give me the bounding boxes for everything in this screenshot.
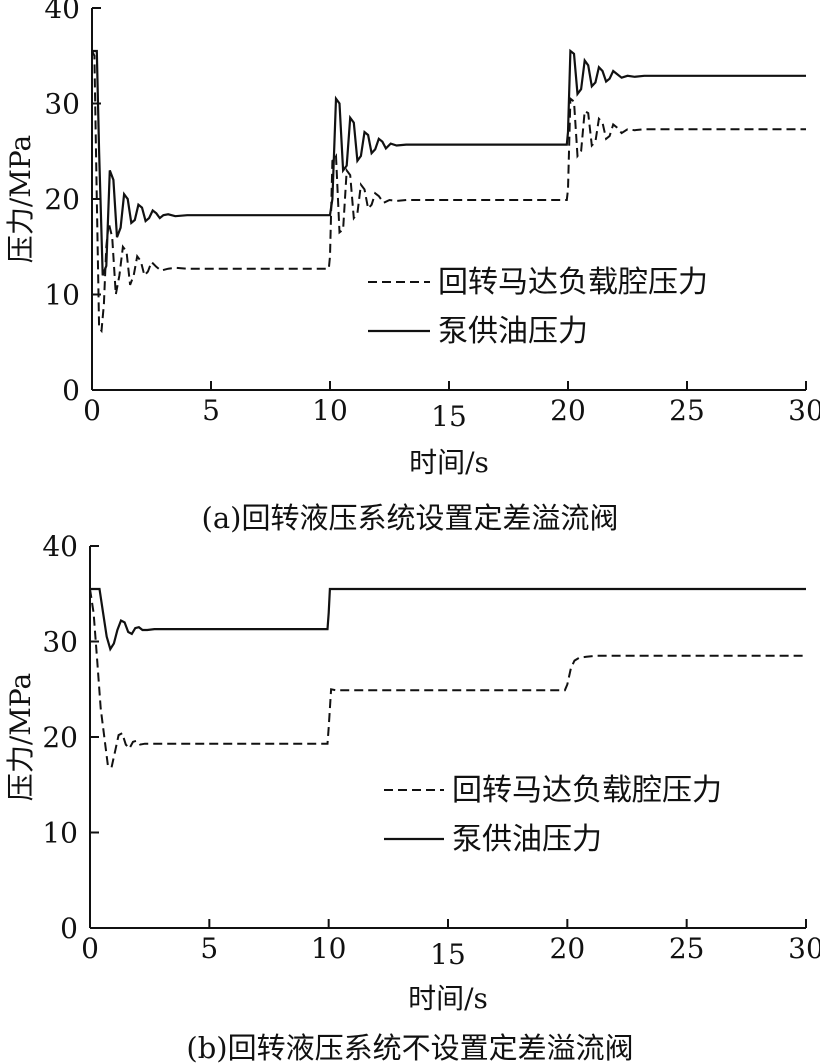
chart-b: 0 10 20 30 40 0 5 10 15 20 25 30 时间/s 压力/MPa 回转马达负载腔压力…: [4, 530, 820, 1064]
y-tick-label: 20: [42, 721, 78, 754]
x-tick-label: 25: [669, 932, 705, 965]
series-line-pump-pressure: [92, 48, 806, 276]
legend-label: 回转马达负载腔压力: [438, 265, 708, 300]
y-tick-label: 40: [42, 530, 78, 563]
figure-caption: (b)回转液压系统不设置定差溢流阀: [186, 1031, 633, 1064]
x-tick-label: 15: [431, 400, 467, 433]
figure-caption: (a)回转液压系统设置定差溢流阀: [202, 501, 619, 535]
y-tick-label: 30: [44, 88, 80, 121]
y-tick-label: 0: [62, 374, 80, 407]
x-tick-label: 5: [202, 394, 220, 427]
x-tick-label: 30: [788, 932, 820, 965]
series-line-motor-pressure: [91, 50, 806, 334]
y-tick-label: 10: [42, 817, 78, 850]
x-tick-label: 20: [550, 394, 586, 427]
x-axis-title: 时间/s: [409, 446, 489, 479]
x-axis-title: 时间/s: [408, 982, 488, 1015]
x-tick-label: 10: [311, 932, 347, 965]
y-tick-label: 20: [44, 183, 80, 216]
series-line-motor-pressure: [89, 588, 806, 770]
legend-label: 泵供油压力: [438, 314, 588, 349]
y-axis-title: 压力/MPa: [4, 673, 37, 801]
y-tick-label: 40: [44, 0, 80, 25]
x-tick-label: 5: [200, 932, 218, 965]
chart-a: 0 10 20 30 40 0 5 10 15 20 25 30 时间/s 压力/MPa 回转马达负载腔压力…: [4, 0, 820, 535]
x-tick-label: 20: [550, 932, 586, 965]
y-axis-title: 压力/MPa: [4, 135, 37, 263]
x-tick-label: 30: [788, 394, 820, 427]
legend-label: 回转马达负载腔压力: [452, 773, 722, 808]
x-tick-label: 0: [81, 932, 99, 965]
x-tick-label: 10: [312, 394, 348, 427]
x-tick-label: 0: [83, 394, 101, 427]
y-tick-label: 10: [44, 279, 80, 312]
x-tick-label: 25: [669, 394, 705, 427]
x-tick-label: 15: [430, 938, 466, 971]
y-tick-label: 0: [60, 912, 78, 945]
series-line-pump-pressure: [90, 587, 806, 652]
y-tick-label: 30: [42, 626, 78, 659]
legend-label: 泵供油压力: [452, 822, 602, 857]
